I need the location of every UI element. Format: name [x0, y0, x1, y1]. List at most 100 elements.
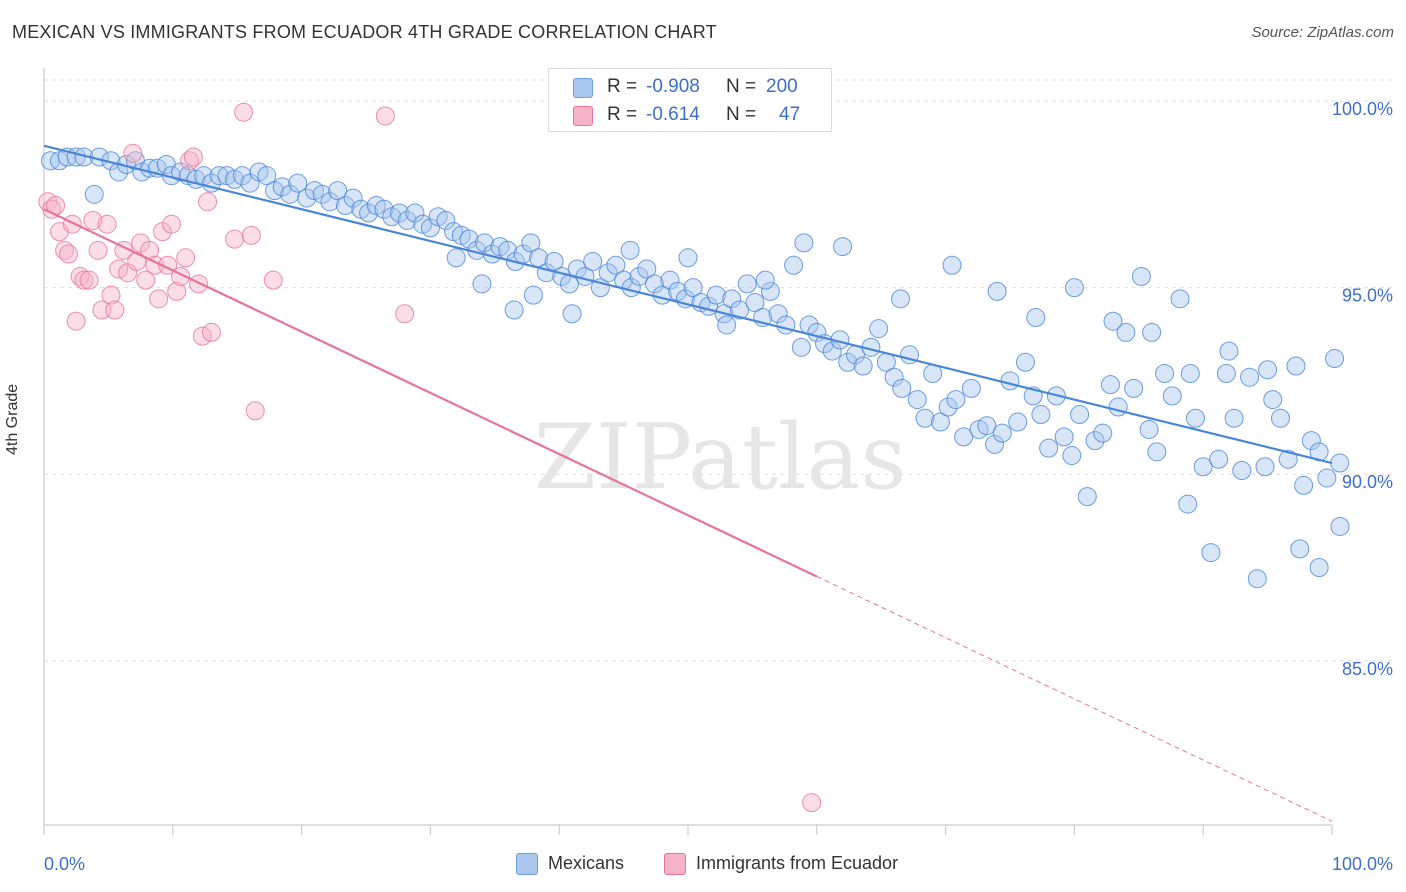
data-point	[760, 281, 780, 301]
data-point	[97, 214, 117, 234]
data-point	[183, 147, 203, 167]
data-point	[768, 304, 788, 324]
data-point	[167, 281, 187, 301]
stats-swatch-ecuador	[573, 106, 593, 126]
data-point	[985, 434, 1005, 454]
data-point	[1224, 408, 1244, 428]
data-point	[225, 229, 245, 249]
data-point	[598, 263, 618, 283]
data-point	[1201, 543, 1221, 563]
data-point	[784, 255, 804, 275]
data-point	[335, 196, 355, 216]
data-point	[136, 270, 156, 290]
data-point	[272, 177, 292, 197]
data-point	[123, 143, 143, 163]
data-point	[683, 278, 703, 298]
data-point	[938, 397, 958, 417]
stats-swatch-mexicans	[573, 78, 593, 98]
data-point	[1270, 408, 1290, 428]
data-point	[288, 173, 308, 193]
data-point	[55, 240, 75, 260]
data-point	[245, 401, 265, 421]
data-point	[745, 293, 765, 313]
data-point	[176, 248, 196, 268]
data-point	[58, 244, 78, 264]
data-point	[1209, 449, 1229, 469]
data-point	[1131, 266, 1151, 286]
legend-swatch-mexicans	[516, 853, 538, 875]
data-point	[397, 210, 417, 230]
data-point	[375, 106, 395, 126]
data-point	[992, 423, 1012, 443]
data-point	[755, 270, 775, 290]
data-point	[583, 252, 603, 272]
stats-r-label: R =	[607, 76, 638, 97]
data-point	[405, 203, 425, 223]
data-point	[459, 229, 479, 249]
data-point	[1064, 278, 1084, 298]
data-point	[706, 285, 726, 305]
data-point	[1325, 349, 1345, 369]
data-point	[92, 300, 112, 320]
watermark: ZIPatlas	[533, 405, 906, 510]
data-point	[1317, 468, 1337, 488]
data-point	[1216, 363, 1236, 383]
y-tick-label: 85.0%	[1342, 659, 1393, 679]
data-point	[776, 315, 796, 335]
stats-box: R = -0.908 N = 200 R = -0.614 N = 47	[548, 68, 832, 132]
data-point	[907, 390, 927, 410]
stats-n-value: 200	[766, 76, 798, 97]
data-point	[1330, 516, 1350, 536]
data-point	[1232, 460, 1252, 480]
data-point	[802, 793, 822, 813]
data-point	[257, 166, 277, 186]
data-point	[1054, 427, 1074, 447]
trend-line	[43, 208, 818, 578]
data-point	[869, 319, 889, 339]
data-point	[1142, 322, 1162, 342]
legend-label: Mexicans	[548, 853, 625, 873]
data-point	[1162, 386, 1182, 406]
data-point	[420, 218, 440, 238]
data-point	[1185, 408, 1205, 428]
data-point	[853, 356, 873, 376]
data-point	[83, 210, 103, 230]
data-point	[1093, 423, 1113, 443]
data-point	[1170, 289, 1190, 309]
data-point	[1070, 405, 1090, 425]
data-point	[678, 248, 698, 268]
data-point	[109, 162, 129, 182]
data-point	[1255, 457, 1275, 477]
y-tick-label: 90.0%	[1342, 472, 1393, 492]
data-point	[1026, 307, 1046, 327]
data-point	[66, 311, 86, 331]
data-point	[660, 270, 680, 290]
data-point	[1008, 412, 1028, 432]
data-point	[1294, 475, 1314, 495]
legend: Mexicans Immigrants from Ecuador	[0, 851, 1406, 877]
data-point	[209, 166, 229, 186]
x-tick-label: 100.0%	[1332, 854, 1393, 874]
data-point	[389, 203, 409, 223]
data-point	[606, 255, 626, 275]
data-point	[891, 289, 911, 309]
data-point	[523, 285, 543, 305]
data-point	[645, 274, 665, 294]
stats-n-label: N =	[726, 104, 757, 125]
data-point	[1330, 453, 1350, 473]
trend-line-extension	[816, 576, 1333, 822]
data-point	[791, 337, 811, 357]
data-point	[472, 274, 492, 294]
data-point	[884, 367, 904, 387]
data-point	[942, 255, 962, 275]
data-point	[1039, 438, 1059, 458]
data-point	[474, 233, 494, 253]
x-tick-label: 0.0%	[44, 854, 85, 874]
data-point	[737, 274, 757, 294]
data-point	[1108, 397, 1128, 417]
data-point	[629, 266, 649, 286]
data-point	[446, 248, 466, 268]
data-point	[79, 270, 99, 290]
